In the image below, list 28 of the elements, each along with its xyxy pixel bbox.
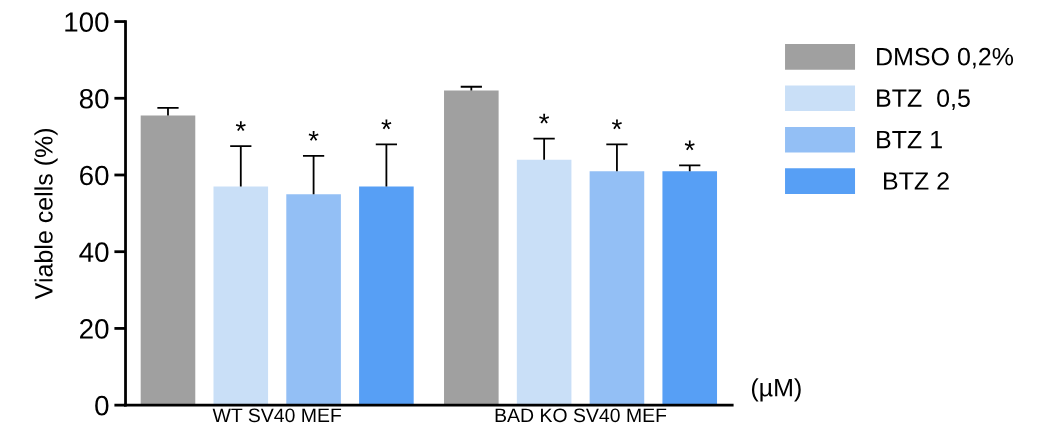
data-label: * bbox=[611, 119, 622, 130]
x-tick-label: BAD KO SV40 MEF bbox=[495, 408, 667, 423]
data-label: * bbox=[308, 130, 319, 141]
legend-label: BTZ 1 bbox=[877, 130, 942, 149]
data-label: * bbox=[381, 119, 392, 130]
bar bbox=[444, 90, 499, 406]
x-tick-label: WT SV40 MEF bbox=[212, 408, 342, 423]
y-tick-label: 0 bbox=[95, 395, 109, 416]
bar bbox=[589, 171, 645, 406]
bar bbox=[516, 159, 572, 406]
bar bbox=[359, 186, 414, 406]
legend-label: BTZ 2 bbox=[884, 172, 949, 190]
bar bbox=[213, 186, 269, 406]
legend-label: DMSO 0,2% bbox=[877, 47, 1014, 69]
y-tick-label: 40 bbox=[79, 242, 109, 263]
y-tick-label: 100 bbox=[65, 12, 109, 32]
bar bbox=[286, 194, 341, 406]
y-axis-title: Viable cells (%) bbox=[34, 128, 58, 300]
data-label: * bbox=[539, 113, 550, 124]
data-label: * bbox=[684, 140, 695, 151]
bar bbox=[140, 115, 196, 406]
data-label: * bbox=[235, 121, 246, 132]
y-tick-label: 20 bbox=[80, 319, 109, 339]
legend-label: BTZ 0,5 bbox=[877, 89, 970, 110]
y-tick-label: 60 bbox=[80, 165, 109, 186]
bar bbox=[662, 171, 718, 406]
text: (µM) bbox=[751, 378, 801, 402]
y-tick-label: 80 bbox=[79, 88, 109, 109]
